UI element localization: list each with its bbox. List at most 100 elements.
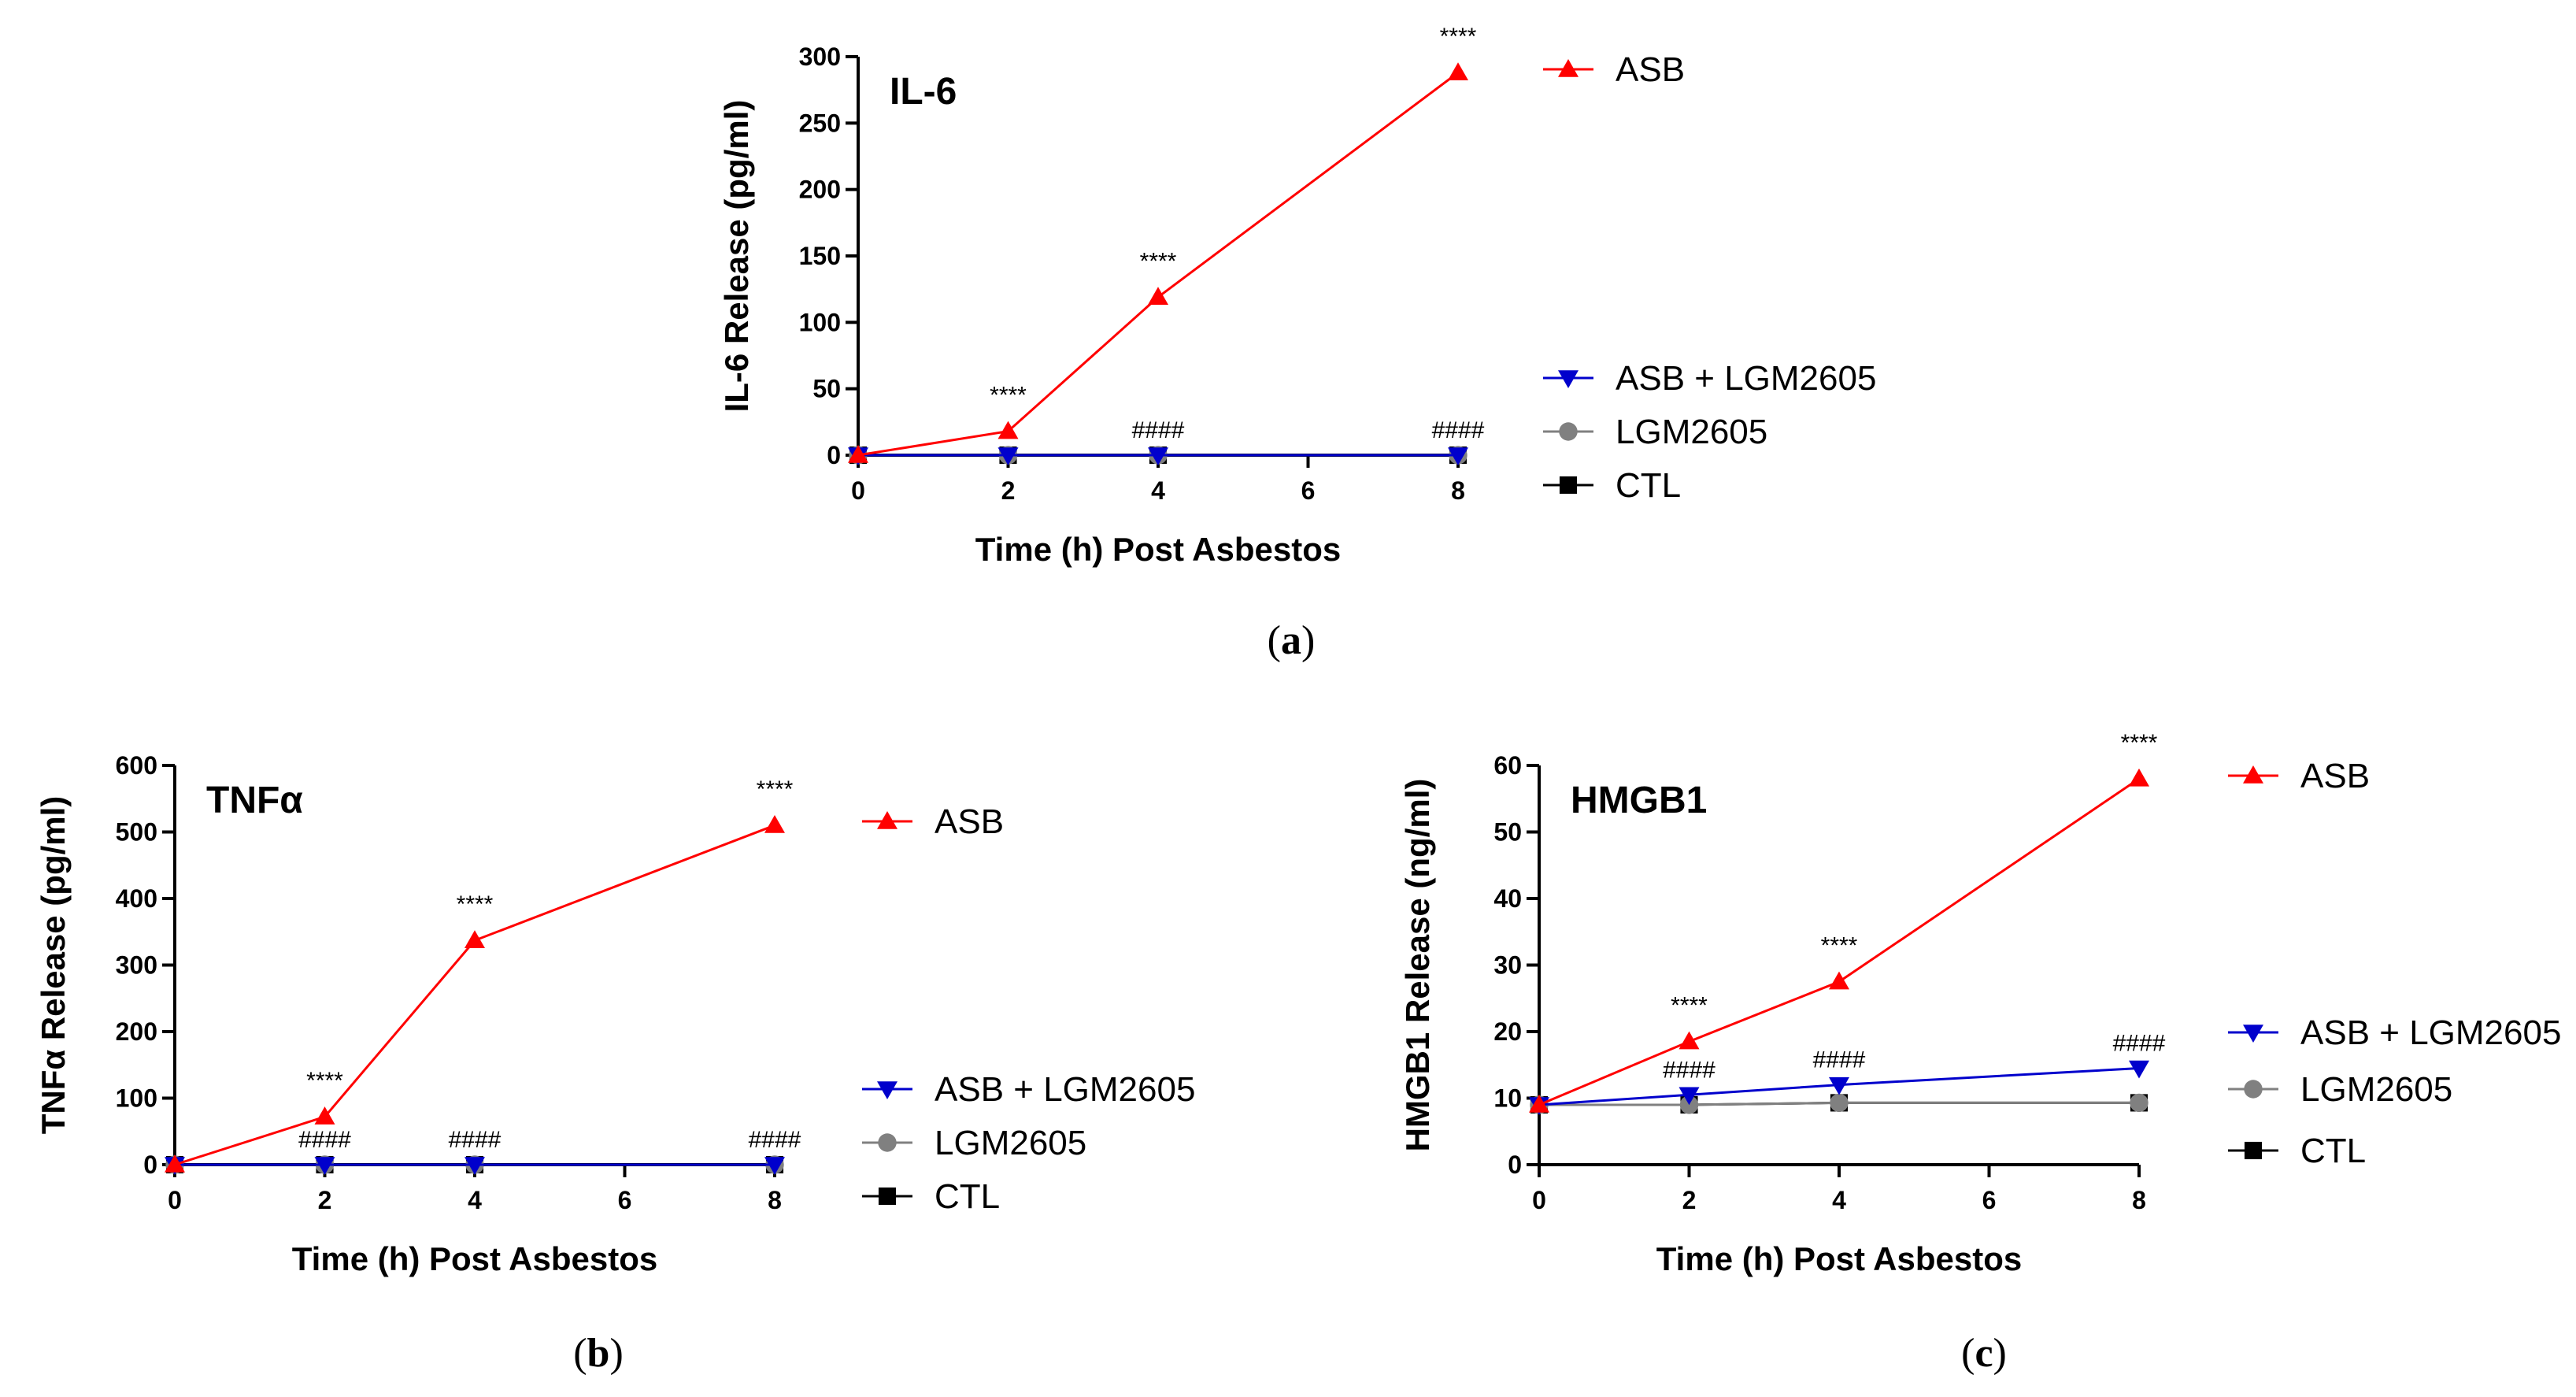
data-point [1678, 1087, 1700, 1106]
hash-annotation: #### [449, 1127, 502, 1153]
legend-entry: ASB [2228, 757, 2370, 795]
series-line [857, 72, 1459, 457]
panel-caption-letter: a [1281, 618, 1301, 663]
y-tick-label: 50 [1493, 818, 1522, 847]
chart-title: IL-6 [890, 71, 957, 113]
x-tick-label: 6 [1301, 476, 1316, 505]
series-line [174, 824, 775, 1166]
y-tick-label: 20 [1493, 1017, 1522, 1046]
data-point [1829, 971, 1849, 990]
data-point [165, 1154, 185, 1173]
data-point [764, 815, 785, 833]
panel-caption: (b) [573, 1331, 624, 1376]
legend-entry: CTL [1543, 466, 1681, 505]
y-axis-label: IL-6 Release (pg/ml) [718, 100, 755, 413]
y-tick-label: 250 [799, 109, 841, 137]
data-point [314, 1157, 335, 1175]
hash-annotation: #### [1432, 417, 1485, 443]
series-line [1538, 777, 2140, 1106]
y-tick-label: 10 [1493, 1084, 1522, 1113]
legend-label: ASB + LGM2605 [1616, 359, 1876, 398]
y-tick-label: 0 [827, 441, 841, 469]
significance-annotation: **** [306, 1068, 343, 1094]
series-asb [1529, 768, 2149, 1113]
legend-entry: LGM2605 [862, 1124, 1086, 1162]
chart-title: TNFα [206, 780, 303, 821]
panel-caption-letter: c [1975, 1331, 1993, 1376]
legend-marker [878, 1133, 897, 1152]
legend-entry: ASB [862, 802, 1004, 841]
y-tick-label: 60 [1493, 751, 1522, 780]
data-point [2129, 768, 2149, 787]
chart-panel-a: 0 50 100 150 200 250 300 0 2 4 6 8 Time (h) Post Asb… [718, 24, 1876, 663]
series-line [1538, 1066, 2140, 1106]
data-point [997, 421, 1019, 439]
data-point [1148, 287, 1168, 306]
y-tick-label: 300 [799, 43, 841, 71]
legend-marker [1559, 422, 1578, 441]
data-point [997, 447, 1019, 465]
x-tick-label: 4 [468, 1186, 482, 1214]
y-tick-label: 400 [116, 884, 157, 913]
hash-annotation: #### [2113, 1030, 2166, 1056]
x-axis-label: Time (h) Post Asbestos [1656, 1240, 2022, 1277]
legend-label: ASB [2300, 757, 2370, 795]
series-asb [848, 62, 1468, 463]
data-point [1678, 1031, 1700, 1050]
x-tick-label: 6 [618, 1186, 632, 1214]
data-point [1830, 1093, 1849, 1113]
chart-panel-b: 0 100 200 300 400 500 600 0 2 4 6 8 Time (h) Post As… [35, 751, 1195, 1376]
significance-annotation: **** [1821, 933, 1858, 959]
series-line [1539, 1101, 2139, 1106]
x-tick-label: 2 [318, 1186, 332, 1214]
panel-caption: (c) [1961, 1331, 2007, 1376]
legend-entry: ASB [1543, 50, 1685, 89]
x-tick-label: 0 [168, 1186, 182, 1214]
y-tick-label: 40 [1493, 884, 1522, 913]
legend-marker [2243, 1025, 2263, 1043]
legend-entry: ASB + LGM2605 [1543, 359, 1876, 398]
legend-label: CTL [1616, 466, 1681, 505]
legend-marker [2244, 1141, 2263, 1160]
data-point [1148, 447, 1168, 465]
data-point [2130, 1093, 2149, 1113]
legend-marker [1558, 370, 1579, 388]
y-tick-label: 50 [812, 375, 841, 403]
x-axis-label: Time (h) Post Asbestos [975, 531, 1341, 568]
legend-marker [878, 1187, 897, 1206]
x-tick-label: 8 [768, 1186, 782, 1214]
panel-caption: (a) [1268, 618, 1316, 663]
hash-annotation: #### [749, 1127, 801, 1153]
chart-panel-c: 0 10 20 30 40 50 60 0 2 4 6 8 Time (h) Post Asbestos… [1399, 730, 2561, 1376]
data-point [2129, 1060, 2149, 1079]
x-tick-label: 2 [1682, 1186, 1697, 1214]
legend-entry: CTL [862, 1177, 1000, 1216]
legend-label: LGM2605 [2300, 1070, 2452, 1109]
x-tick-label: 4 [1832, 1186, 1846, 1214]
data-point [1829, 1076, 1849, 1095]
x-tick-label: 8 [2132, 1186, 2146, 1214]
data-point [764, 1157, 785, 1175]
significance-annotation: **** [1140, 248, 1177, 274]
hash-annotation: #### [1663, 1057, 1715, 1083]
data-point [1448, 447, 1468, 465]
legend-marker [2243, 765, 2263, 784]
y-tick-label: 100 [116, 1084, 157, 1113]
legend-label: CTL [935, 1177, 1000, 1216]
legend-entry: ASB + LGM2605 [862, 1070, 1195, 1109]
data-point [314, 1106, 335, 1125]
y-tick-label: 200 [116, 1017, 157, 1046]
legend-label: ASB + LGM2605 [2300, 1013, 2561, 1052]
y-tick-label: 0 [143, 1151, 157, 1179]
hash-annotation: #### [1132, 417, 1185, 443]
series-asb [165, 815, 785, 1173]
chart-title: HMGB1 [1571, 780, 1707, 821]
y-axis-label: HMGB1 Release (ng/ml) [1399, 779, 1436, 1152]
x-tick-label: 6 [1982, 1186, 1997, 1214]
data-point [464, 1157, 485, 1175]
x-tick-label: 0 [851, 476, 865, 505]
legend-label: LGM2605 [935, 1124, 1086, 1162]
y-tick-label: 500 [116, 818, 157, 847]
y-tick-label: 30 [1493, 951, 1522, 980]
